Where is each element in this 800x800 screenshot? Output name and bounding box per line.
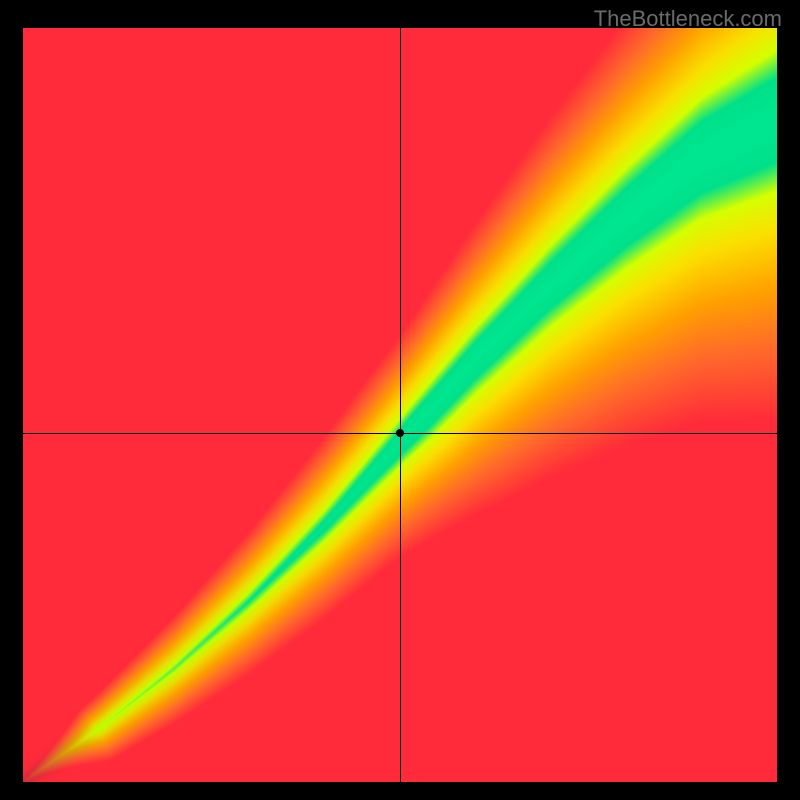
- crosshair-marker-dot: [396, 429, 404, 437]
- watermark-text: TheBottleneck.com: [594, 6, 782, 32]
- crosshair-vertical: [400, 28, 401, 782]
- heatmap-plot: [23, 28, 777, 782]
